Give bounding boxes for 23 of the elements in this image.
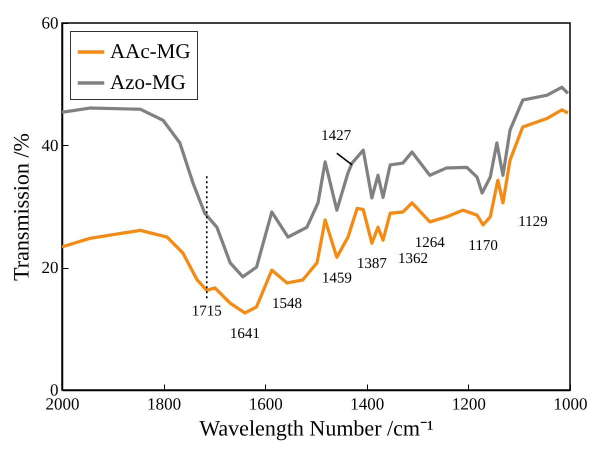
x-tick-label: 1200	[452, 394, 486, 414]
annotation: 1641	[230, 326, 260, 342]
annotation: 1715	[192, 303, 222, 320]
annotation: 1264	[414, 234, 446, 251]
y-axis-title: Transmission /%	[8, 133, 34, 281]
legend-label: AAc-MG	[110, 39, 190, 63]
y-tick-label: 20	[42, 258, 58, 278]
annotation: 1427	[321, 128, 352, 144]
annotation: 1387	[356, 256, 388, 272]
annotation: 1548	[272, 296, 302, 312]
x-tick-label: 1400	[350, 394, 384, 414]
annotation: 1459	[322, 270, 352, 286]
x-tick-label: 1600	[248, 394, 283, 414]
x-axis-title: Wavelength Number /cm⁻¹	[199, 416, 434, 440]
line-series	[62, 108, 570, 315]
annotation: 1129	[518, 214, 548, 230]
y-tick-label: 40	[42, 136, 58, 155]
x-tick-label: 1000	[554, 394, 588, 414]
x-tick-label: 1800	[147, 394, 182, 414]
y-tick-label: 60	[42, 14, 58, 32]
annotation: 1362	[398, 251, 428, 268]
annotation: 1170	[468, 238, 498, 254]
legend-label: Azo-MG	[110, 70, 186, 94]
